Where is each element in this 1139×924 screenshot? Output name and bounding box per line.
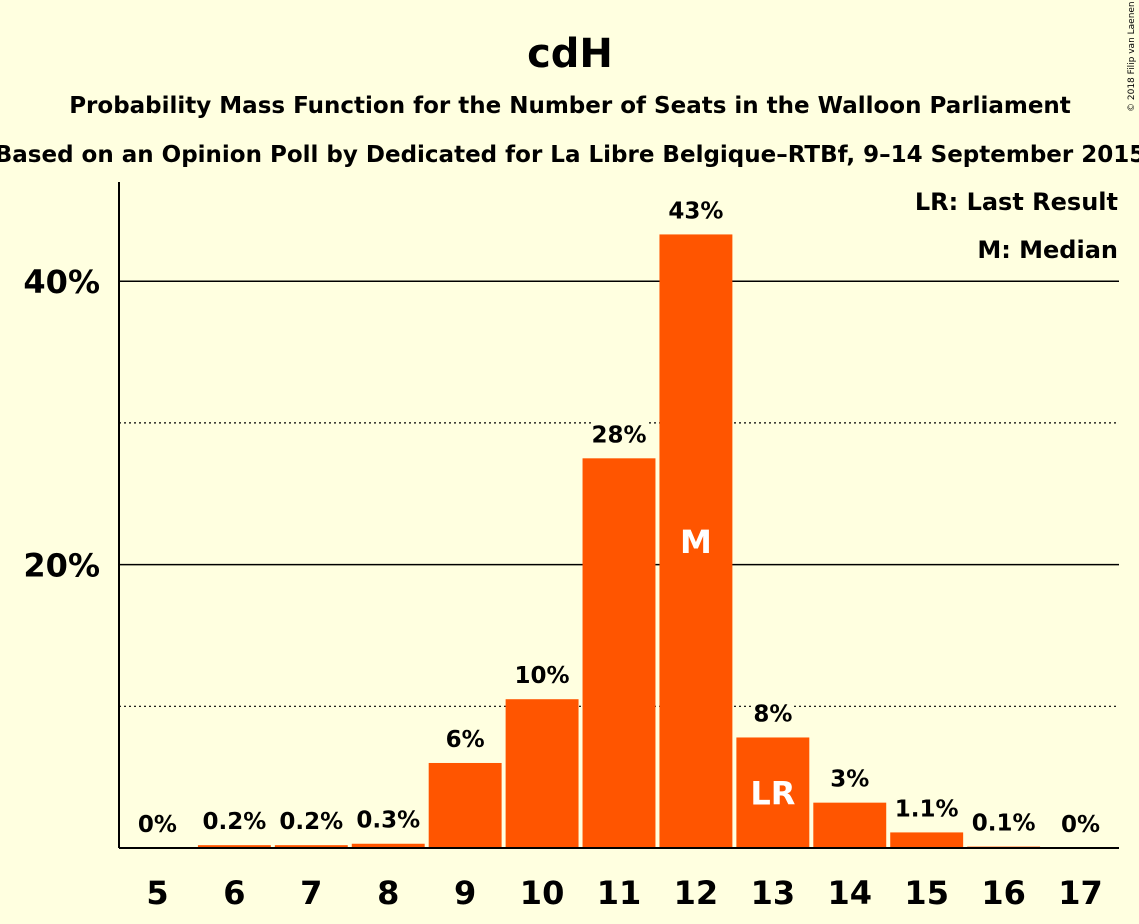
x-tick-label-6: 6 (223, 874, 245, 912)
data-label-bg (667, 196, 724, 227)
bar-14 (813, 802, 887, 848)
data-label-bg (591, 420, 647, 451)
data-label-6: 0.2% (202, 809, 266, 835)
data-label-7: 0.2% (279, 809, 343, 835)
bar-10 (505, 699, 579, 848)
data-label-bg (751, 699, 794, 730)
data-label-bg (444, 724, 487, 755)
x-tick-label-17: 17 (1058, 874, 1103, 912)
bar-15 (890, 832, 964, 848)
data-label-bg (276, 807, 347, 838)
data-label-9: 6% (446, 727, 485, 753)
legend: LR: Last Result M: Median (915, 188, 1118, 264)
data-label-5: 0% (138, 812, 177, 838)
data-label-17: 0% (1061, 812, 1100, 838)
x-tick-label-8: 8 (377, 874, 399, 912)
x-tick-label-16: 16 (981, 874, 1026, 912)
y-tick-label: 20% (23, 547, 100, 585)
data-label-bg (891, 794, 962, 825)
data-label-bg (1059, 810, 1102, 840)
x-tick-label-13: 13 (751, 874, 796, 912)
marker-m: M (680, 523, 712, 561)
bars (197, 234, 1041, 848)
x-tick-label-7: 7 (300, 874, 322, 912)
bar-9 (428, 762, 502, 848)
data-label-bg (353, 805, 424, 836)
x-tick-label-14: 14 (828, 874, 873, 912)
data-label-bg (828, 764, 871, 795)
legend-entry-0: LR: Last Result (915, 188, 1118, 216)
bar-13 (736, 737, 810, 848)
bar-12 (659, 234, 733, 848)
data-label-bg (968, 808, 1039, 839)
copyright-notice: © 2018 Filip van Laenen (1127, 1, 1137, 112)
x-tick-label-10: 10 (520, 874, 565, 912)
chart-subtitle: Probability Mass Function for the Number… (69, 93, 1071, 119)
data-label-10: 10% (515, 663, 570, 689)
data-label-8: 0.3% (356, 808, 420, 834)
bar-7 (274, 845, 348, 848)
bar-8 (351, 843, 425, 848)
chart-title: cdH (527, 31, 613, 77)
data-label-bg (199, 807, 270, 838)
data-label-12: 43% (668, 198, 723, 224)
legend-entry-1: M: Median (977, 236, 1118, 264)
bar-11 (582, 458, 656, 848)
data-label-15: 1.1% (895, 796, 959, 822)
bar-6 (197, 845, 271, 848)
marker-lr: LR (750, 775, 795, 813)
x-tick-label-15: 15 (904, 874, 949, 912)
axes: 20% 40% 5 6 7 8 9 10 11 12 13 14 15 16 17 (23, 182, 1119, 912)
data-label-bg (514, 661, 571, 692)
chart-subtitle-2: Based on an Opinion Poll by Dedicated fo… (0, 142, 1139, 168)
data-label-16: 0.1% (972, 811, 1036, 837)
x-tick-label-12: 12 (674, 874, 719, 912)
x-tick-label-9: 9 (454, 874, 476, 912)
data-label-11: 28% (591, 422, 646, 448)
data-label-bg (136, 810, 179, 840)
data-labels: 0% 0.2% 0.2% 0.3% 6% 10% 28% 43% 8% 3% 1.1% 0.1% 0% M… (136, 196, 1102, 840)
x-tick-label-5: 5 (146, 874, 168, 912)
data-label-13: 8% (753, 701, 792, 727)
x-tick-label-11: 11 (597, 874, 642, 912)
data-label-14: 3% (830, 767, 869, 793)
y-tick-label: 40% (23, 263, 100, 301)
